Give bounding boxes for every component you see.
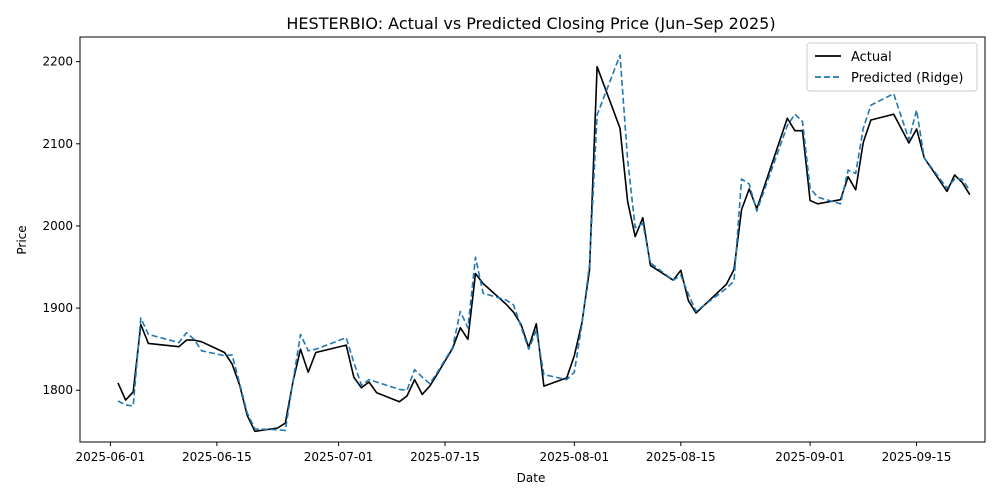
x-tick-label: 2025-07-01 bbox=[304, 450, 374, 464]
chart-title: HESTERBIO: Actual vs Predicted Closing P… bbox=[286, 14, 775, 33]
series-lines bbox=[117, 54, 971, 433]
x-tick-label: 2025-06-01 bbox=[76, 450, 146, 464]
legend-label-predicted: Predicted (Ridge) bbox=[851, 71, 963, 86]
axes-frame bbox=[79, 36, 986, 443]
x-tick-label: 2025-08-01 bbox=[539, 450, 609, 464]
y-tick-label: 2100 bbox=[42, 137, 73, 151]
y-axis-label: Price bbox=[15, 225, 29, 254]
y-tick-label: 1800 bbox=[42, 383, 73, 397]
y-tick-label: 2200 bbox=[42, 55, 73, 69]
x-tick-label: 2025-07-15 bbox=[410, 450, 480, 464]
y-tick-label: 2000 bbox=[42, 219, 73, 233]
legend: Actual Predicted (Ridge) bbox=[806, 42, 978, 92]
series-line-predicted bbox=[117, 54, 971, 432]
x-tick-label: 2025-08-15 bbox=[646, 450, 716, 464]
x-tick-label: 2025-09-15 bbox=[882, 450, 952, 464]
x-axis-label: Date bbox=[517, 471, 546, 485]
legend-frame bbox=[806, 42, 978, 92]
plot-area: 2025-06-01 2025-06-15 2025-07-01 2025-07-15… bbox=[42, 36, 986, 464]
legend-label-actual: Actual bbox=[851, 50, 892, 65]
x-tick-label: 2025-06-15 bbox=[182, 450, 252, 464]
x-tick-label: 2025-09-01 bbox=[775, 450, 845, 464]
y-tick-label: 1900 bbox=[42, 301, 73, 315]
